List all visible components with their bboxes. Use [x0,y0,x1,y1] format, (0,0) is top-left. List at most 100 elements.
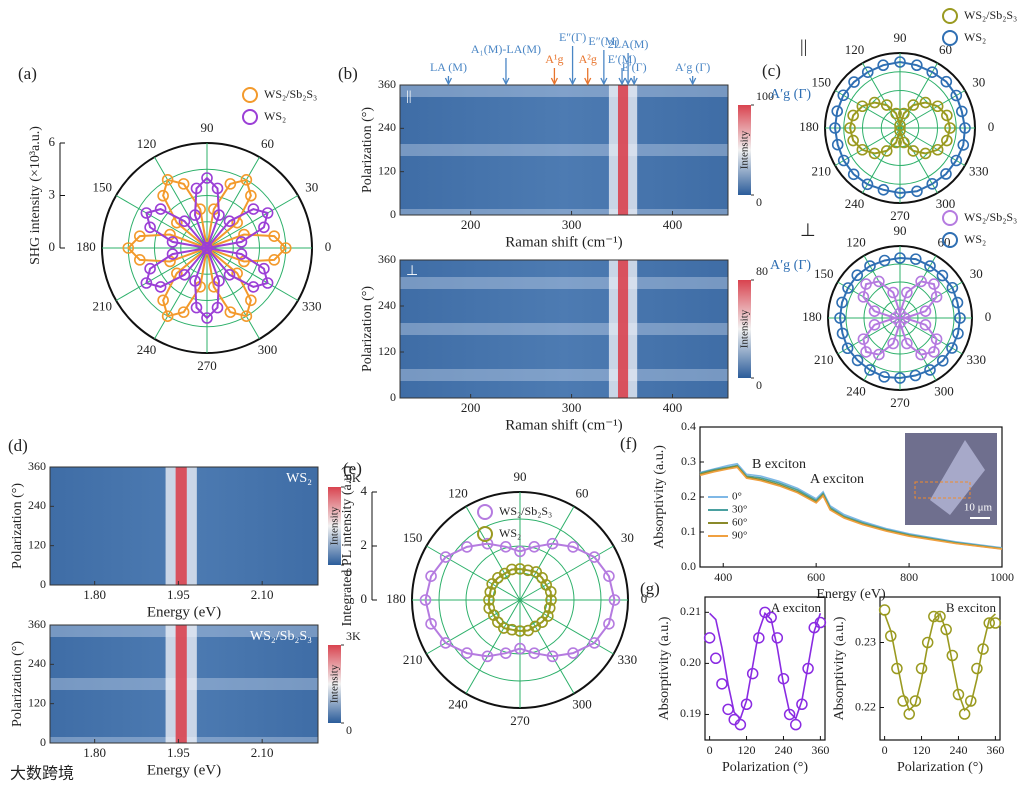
data-point [133,230,146,242]
heatmap-frame [399,84,729,216]
colorbar-label: Intensity [329,664,341,703]
data-point [919,96,932,109]
angle-label: 210 [403,652,423,667]
data-point [279,242,292,254]
data-point [492,616,504,628]
x-tick-label: 200 [461,400,481,415]
data-point [878,604,891,616]
data-point [157,189,169,202]
data-point [177,178,190,190]
panel-label: (a) [18,64,37,83]
legend-label: 90° [732,530,747,542]
fit-line [883,612,996,712]
data-point [546,537,559,550]
plot-frame [879,596,1001,741]
data-point [930,291,943,303]
y-axis-label: Absorptivity (a.u.) [832,616,847,720]
data-point [528,647,541,660]
data-point [258,262,270,275]
y-axis-label: Polarization (°) [10,483,25,569]
y-tick-label: 0.19 [680,706,701,720]
data-point [946,342,958,354]
panel-label: (f) [620,434,637,453]
y-tick-label: 0.1 [681,524,696,538]
data-point [567,541,579,553]
data-point [499,540,512,553]
arrow-head [600,77,608,86]
intensity-band [175,625,187,743]
data-point [514,545,526,558]
data-point [190,301,203,314]
y-axis-label: Polarization (°) [10,641,25,727]
data-point [934,610,946,623]
data-point [829,122,841,134]
y-tick-label: 0.3 [681,454,696,468]
data-point [877,184,890,196]
y-tick-label: 0 [40,735,46,749]
data-point [965,695,977,707]
inset-flake [930,440,985,515]
arrow-head [584,77,592,86]
data-point [926,178,939,190]
angle-label: 330 [302,298,322,313]
data-point [915,662,928,675]
data-point [868,319,881,331]
colorbar [328,487,341,565]
colorbar-tick-label: 0 [756,195,762,209]
data-point [777,672,790,685]
data-point [546,650,559,663]
data-point [514,563,526,575]
data-point [891,662,903,675]
angle-label: 120 [845,42,865,57]
data-point [897,695,909,707]
data-point [898,136,910,149]
data-point [880,145,893,157]
polar-spoke [154,247,208,340]
x-axis-label: Polarization (°) [897,760,983,775]
legend-label: WS₂/Sb₂S₃ [499,504,552,518]
data-point [856,143,869,156]
data-point [928,346,940,358]
data-point [901,286,913,299]
angle-label: 300 [572,697,592,712]
angle-label: 90 [894,223,907,238]
data-point [936,354,949,367]
x-tick-label: 300 [562,217,582,232]
data-point [161,174,174,186]
data-point [247,203,260,215]
colorbar-label: Intensity [329,506,341,545]
data-point [928,610,940,623]
data-point [930,333,943,345]
data-point [543,602,556,614]
angle-label: 0 [325,239,332,254]
angle-label: 150 [814,266,834,281]
panel-label: (d) [8,436,28,455]
data-point [603,570,615,582]
data-point [894,124,906,137]
data-point [950,154,963,167]
series-line [145,176,269,320]
data-point [921,636,934,649]
arrow-head [689,77,697,86]
y-tick-label: 360 [378,77,396,91]
x-tick-label: 600 [807,570,825,584]
radial-tick-label: 6 [49,134,56,149]
colorbar-tick-label: 0 [346,565,352,579]
y-tick-label: 0.20 [680,655,701,669]
y-tick-label: 120 [378,344,396,358]
data-point [439,637,452,649]
arrow-head [624,77,632,86]
data-point [847,109,859,122]
data-point [857,291,870,303]
data-point [240,174,253,186]
data-point [703,632,716,644]
data-point [940,168,952,180]
y-tick-label: 120 [28,537,46,551]
colorbar-tick-label: 80 [756,264,768,278]
data-point [848,76,860,88]
data-point [201,172,213,184]
series-line [126,178,288,318]
data-point [836,296,848,309]
x-tick-label: 1000 [990,570,1014,584]
angle-label: 30 [621,530,634,545]
